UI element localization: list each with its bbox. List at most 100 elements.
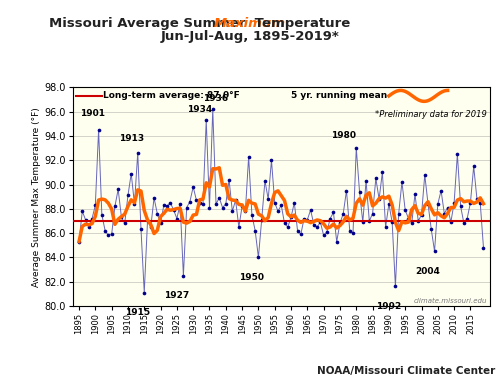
Point: [101, 228, 109, 234]
Point: [218, 204, 226, 211]
Point: [134, 150, 141, 156]
Point: [424, 201, 432, 207]
Point: [447, 219, 455, 225]
Point: [428, 226, 436, 233]
Point: [454, 151, 462, 157]
Text: Jun-Jul-Aug, 1895-2019*: Jun-Jul-Aug, 1895-2019*: [160, 30, 340, 43]
Point: [150, 195, 158, 201]
Point: [313, 224, 321, 230]
Point: [212, 201, 220, 207]
Point: [166, 200, 174, 206]
Point: [460, 220, 468, 226]
Point: [216, 195, 224, 201]
Text: 5 yr. running mean: 5 yr. running mean: [291, 92, 388, 100]
Text: 1992: 1992: [376, 302, 402, 311]
Point: [368, 211, 376, 217]
Point: [94, 127, 102, 133]
Point: [82, 217, 90, 223]
Y-axis label: Average Summer Max Temperature (°F): Average Summer Max Temperature (°F): [32, 107, 42, 287]
Point: [78, 208, 86, 214]
Point: [189, 184, 197, 190]
Point: [111, 203, 119, 209]
Point: [170, 207, 177, 213]
Point: [434, 201, 442, 207]
Point: [222, 201, 230, 207]
Point: [297, 231, 305, 238]
Point: [127, 171, 135, 177]
Point: [440, 211, 448, 217]
Point: [228, 208, 236, 214]
Point: [392, 283, 400, 290]
Point: [463, 215, 471, 222]
Point: [88, 215, 96, 222]
Point: [310, 222, 318, 228]
Point: [98, 212, 106, 218]
Point: [466, 200, 474, 206]
Point: [404, 215, 412, 222]
Point: [225, 177, 233, 183]
Point: [154, 211, 162, 217]
Point: [336, 220, 344, 226]
Point: [287, 214, 295, 220]
Text: 1913: 1913: [118, 134, 144, 143]
Point: [346, 228, 354, 234]
Point: [244, 154, 252, 160]
Point: [251, 228, 259, 234]
Point: [450, 200, 458, 206]
Text: Long-term average: 87.0°F: Long-term average: 87.0°F: [104, 92, 240, 100]
Point: [414, 218, 422, 224]
Point: [235, 224, 243, 230]
Point: [294, 228, 302, 234]
Point: [470, 163, 478, 169]
Point: [418, 212, 426, 218]
Point: [248, 212, 256, 218]
Point: [130, 201, 138, 207]
Point: [480, 245, 488, 251]
Point: [326, 215, 334, 222]
Point: [394, 211, 402, 217]
Point: [456, 203, 464, 209]
Point: [437, 188, 445, 194]
Point: [342, 188, 350, 194]
Point: [352, 145, 360, 151]
Point: [85, 224, 93, 230]
Point: [120, 220, 128, 226]
Point: [144, 218, 152, 224]
Point: [411, 191, 419, 197]
Point: [137, 226, 145, 233]
Point: [124, 192, 132, 198]
Text: NOAA/Missouri Climate Center: NOAA/Missouri Climate Center: [317, 366, 495, 376]
Point: [104, 233, 112, 239]
Point: [408, 220, 416, 226]
Point: [444, 204, 452, 211]
Point: [118, 214, 126, 220]
Point: [349, 230, 357, 236]
Text: climate.missouri.edu: climate.missouri.edu: [413, 298, 486, 304]
Point: [140, 290, 148, 296]
Point: [163, 203, 171, 209]
Point: [378, 169, 386, 176]
Point: [339, 211, 347, 217]
Point: [199, 201, 207, 207]
Point: [382, 224, 390, 230]
Text: 1915: 1915: [125, 308, 150, 317]
Point: [268, 157, 276, 163]
Point: [388, 219, 396, 225]
Point: [401, 207, 409, 213]
Text: 1934: 1934: [187, 105, 212, 114]
Point: [277, 202, 285, 208]
Point: [180, 272, 188, 279]
Text: 1901: 1901: [80, 109, 104, 118]
Point: [186, 198, 194, 204]
Point: [306, 207, 314, 213]
Text: *Preliminary data for 2019: *Preliminary data for 2019: [375, 109, 486, 119]
Point: [320, 233, 328, 239]
Point: [147, 224, 155, 230]
Point: [300, 215, 308, 222]
Text: Temperature: Temperature: [250, 17, 350, 30]
Point: [192, 197, 200, 203]
Point: [114, 186, 122, 192]
Point: [398, 179, 406, 185]
Point: [332, 239, 340, 245]
Point: [330, 209, 338, 215]
